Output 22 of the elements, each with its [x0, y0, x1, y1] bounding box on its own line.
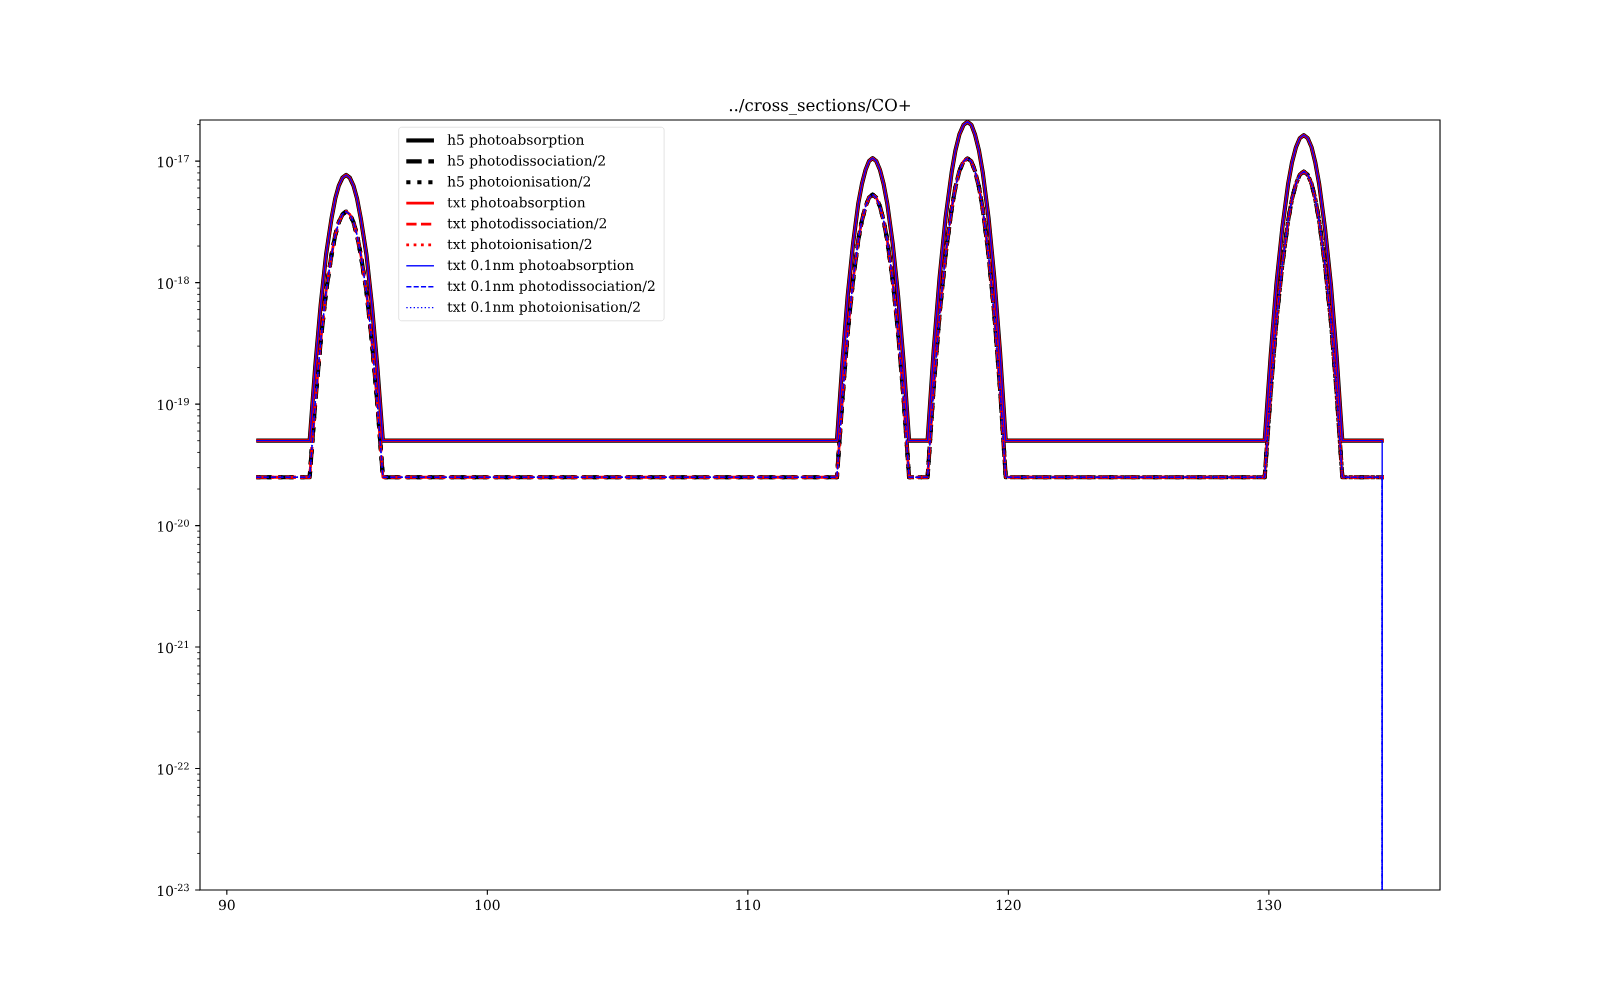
x-tick-label: 90 [218, 899, 235, 911]
legend-label: txt photodissociation/2 [447, 217, 606, 232]
y-tick-label: 10$^{-20}$ [158, 519, 189, 532]
x-tick-label: 130 [1257, 899, 1282, 911]
chart-title: ../cross_sections/CO+ [729, 98, 910, 115]
legend-label: txt 0.1nm photoabsorption [447, 259, 634, 273]
legend-label: txt photoionisation/2 [447, 238, 592, 253]
legend-label: h5 photodissociation/2 [447, 155, 605, 169]
legend-label: txt 0.1nm photoionisation/2 [447, 301, 640, 315]
y-tick-label: 10$^{-17}$ [158, 154, 189, 168]
y-tick-label: 10$^{-19}$ [158, 397, 189, 411]
y-tick-label: 10$^{-23}$ [158, 883, 189, 897]
x-tick-label: 100 [475, 899, 500, 911]
legend-label: txt photoabsorption [447, 196, 586, 211]
y-tick-label: 10$^{-21}$ [158, 640, 189, 654]
legend-label: txt 0.1nm photodissociation/2 [447, 280, 655, 294]
y-tick-label: 10$^{-22}$ [158, 762, 189, 775]
x-tick-label: 120 [996, 899, 1021, 911]
y-tick-label: 10$^{-18}$ [158, 276, 189, 289]
legend-label: h5 photoabsorption [447, 134, 585, 148]
x-tick-label: 110 [736, 899, 761, 911]
legend-label: h5 photoionisation/2 [447, 175, 590, 190]
